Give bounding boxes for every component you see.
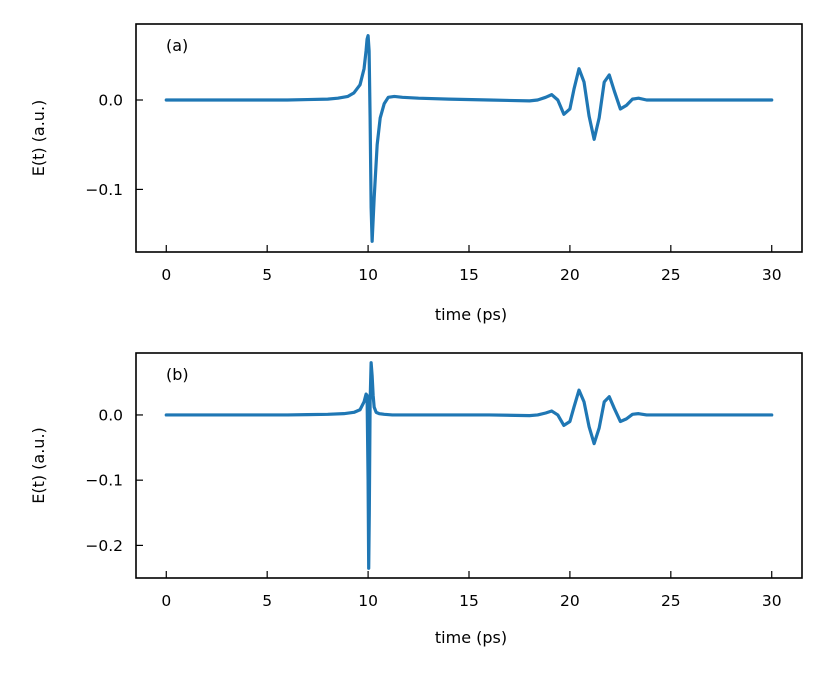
- x-axis-label: time (ps): [435, 628, 507, 647]
- axes-frame: [135, 352, 803, 579]
- x-tick-label: 25: [661, 592, 681, 610]
- series-line: [164, 361, 774, 570]
- x-tick-label: 30: [762, 592, 782, 610]
- y-tick-label: 0.0: [98, 92, 123, 110]
- x-tick-label: 5: [262, 592, 272, 610]
- x-tick-label: 0: [161, 592, 171, 610]
- x-tick-label: 10: [358, 592, 378, 610]
- x-tick-label: 15: [459, 592, 479, 610]
- x-tick-label: 10: [358, 266, 378, 284]
- y-axis-label: E(t) (a.u.): [29, 100, 48, 177]
- panel-a: 0 5 10 15 20 25 30 0.0 −0.1 time (ps) E(t) (a.u.) (…: [29, 23, 803, 324]
- x-tick-label: 5: [262, 266, 272, 284]
- x-tick-label: 30: [762, 266, 782, 284]
- x-tick-label: 20: [560, 592, 580, 610]
- y-tick-label: 0.0: [98, 406, 123, 424]
- x-axis-label: time (ps): [435, 305, 507, 324]
- x-tick-label: 25: [661, 266, 681, 284]
- axes-frame: [135, 23, 803, 253]
- panel-label: (b): [166, 365, 189, 384]
- y-tick-label: −0.1: [85, 472, 123, 490]
- y-tick-label: −0.1: [85, 181, 123, 199]
- panel-b: 0 5 10 15 20 25 30 0.0 −0.1 −0.2 time (ps) E(t) (a.…: [29, 352, 803, 647]
- y-tick-label: −0.2: [85, 537, 123, 555]
- series-line: [164, 34, 774, 243]
- panel-label: (a): [166, 36, 188, 55]
- x-tick-label: 15: [459, 266, 479, 284]
- x-tick-label: 0: [161, 266, 171, 284]
- x-tick-label: 20: [560, 266, 580, 284]
- y-axis-label: E(t) (a.u.): [29, 427, 48, 504]
